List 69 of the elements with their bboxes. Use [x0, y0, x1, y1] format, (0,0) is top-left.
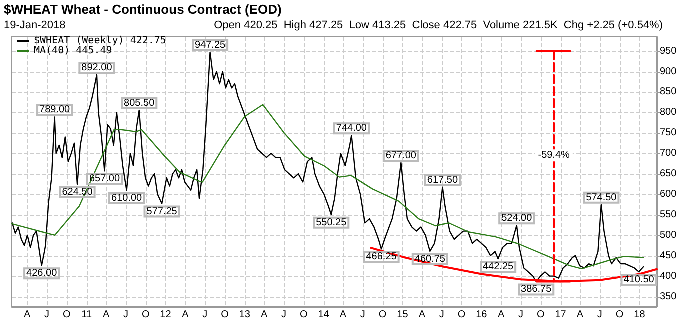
x-tick-label: J [282, 310, 287, 320]
annotation: 577.25 [146, 206, 178, 218]
chart-title: $WHEAT Wheat - Continuous Contract (EOD) [4, 2, 282, 17]
annotation: 550.25 [316, 217, 348, 228]
x-tick-label: 17 [555, 310, 567, 320]
annotation: 410.50 [624, 274, 655, 286]
x-tick-label: O [221, 310, 230, 320]
x-tick-label: O [616, 310, 624, 320]
y-tick-label: 700 [660, 148, 678, 160]
annotation: 789.00 [40, 104, 71, 116]
x-tick-label: J [360, 310, 366, 320]
annotation: 386.75 [521, 284, 552, 296]
y-tick-label: 750 [660, 128, 678, 139]
x-tick-label: 11 [82, 310, 92, 320]
x-tick-label: O [142, 310, 150, 320]
x-tick-label: 15 [397, 310, 409, 320]
annotation: 805.50 [124, 98, 156, 109]
x-tick-label: J [439, 310, 444, 320]
x-tick-label: 16 [476, 310, 488, 320]
annotation: 947.25 [194, 40, 226, 51]
annotation: 524.00 [502, 213, 533, 224]
y-tick-label: 950 [660, 46, 678, 57]
x-tick-label: J [44, 310, 50, 320]
annotation: 610.00 [112, 192, 143, 204]
annotation: 460.75 [414, 254, 446, 265]
x-tick-label: A [576, 310, 584, 320]
legend-label: MA(40) 445.49 [34, 46, 112, 56]
y-tick-label: 350 [660, 291, 678, 302]
x-tick-label: A [102, 310, 110, 320]
y-tick-label: 550 [660, 209, 678, 220]
x-tick-label: A [24, 310, 32, 320]
x-tick-label: O [300, 310, 308, 320]
x-tick-label: O [63, 310, 72, 320]
legend-label: $WHEAT (Weekly) 422.75 [34, 36, 166, 46]
x-tick-label: 12 [160, 310, 172, 320]
x-tick-label: A [498, 310, 505, 320]
y-tick-label: 650 [660, 168, 678, 180]
y-tick-label: 800 [660, 107, 678, 118]
y-tick-label: 850 [660, 86, 678, 98]
x-tick-label: J [123, 310, 128, 320]
x-tick-label: J [202, 310, 208, 320]
x-tick-label: J [518, 310, 524, 320]
y-tick-label: 500 [660, 230, 678, 241]
annotation: 466.25 [366, 252, 398, 263]
annotation: 617.50 [427, 174, 458, 186]
x-tick-label: 13 [239, 310, 251, 320]
annotation: 744.00 [336, 123, 368, 134]
annotation: 677.00 [386, 150, 417, 162]
chart-subtitle: 19-Jan-2018 [4, 20, 66, 32]
annotation: 442.25 [482, 262, 514, 273]
annotation: 574.50 [586, 192, 618, 204]
y-tick-label: 600 [660, 189, 678, 200]
x-tick-label: O [536, 310, 545, 320]
x-tick-label: A [261, 310, 268, 320]
y-tick-label: 400 [660, 270, 678, 282]
annotation: 892.00 [82, 62, 113, 74]
y-tick-label: 450 [660, 250, 678, 262]
annotation: 426.00 [26, 268, 58, 280]
x-tick-label: A [182, 310, 190, 320]
x-tick-label: A [340, 310, 347, 320]
x-tick-label: 14 [318, 310, 330, 320]
annotation: -59.4% [538, 150, 570, 162]
x-tick-label: O [458, 310, 466, 320]
y-tick-label: 900 [660, 66, 678, 78]
x-tick-label: J [597, 310, 602, 320]
x-tick-label: A [418, 310, 426, 320]
x-tick-label: O [378, 310, 387, 320]
text: Open 420.25 High 427.25 Low 413.25 Close 422.75 Volume 221.5K Chg +2.25 (+0.54%) [214, 20, 663, 32]
x-tick-label: 18 [634, 310, 646, 320]
